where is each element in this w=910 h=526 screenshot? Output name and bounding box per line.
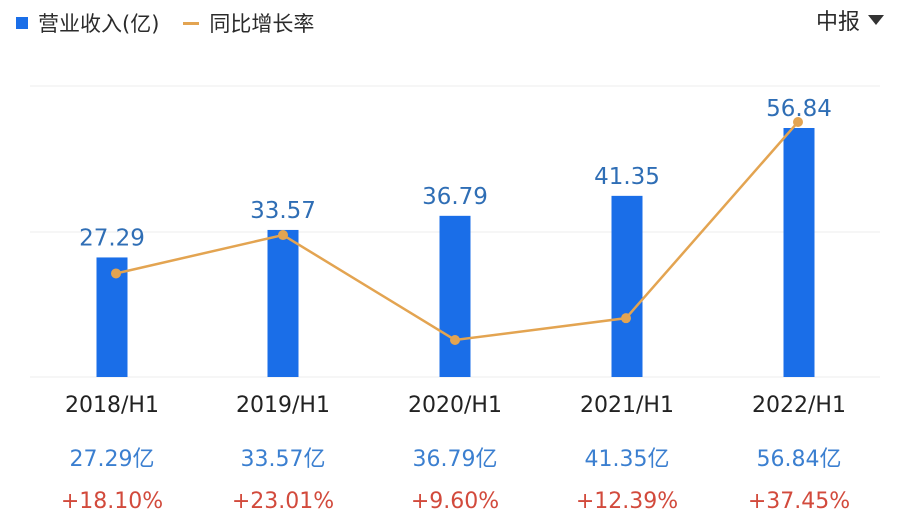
bar-2020/H1 [439,215,471,377]
x-tick-label: 2018/H1 [65,393,159,418]
growth-point [621,313,631,324]
revenue-summary-label: 33.57亿 [241,447,326,472]
growth-summary-label: +12.39% [576,489,678,514]
legend-item-growth[interactable]: 同比增长率 [183,8,314,38]
legend-item-revenue[interactable]: 营业收入(亿) [16,8,159,38]
growth-point [793,117,803,127]
growth-point [450,335,460,345]
legend-bar-swatch [16,17,28,29]
growth-summary-label: +9.60% [411,489,499,514]
growth-point [278,230,288,241]
caret-down-icon [868,15,884,25]
revenue-summary-label: 36.79亿 [413,447,498,472]
x-tick-label: 2019/H1 [236,393,330,418]
chart-legend: 营业收入(亿) 同比增长率 [16,8,328,38]
period-selector-value: 中报 [815,10,860,35]
revenue-summary-label: 41.35亿 [585,447,670,472]
bar-value-label: 33.57 [250,198,316,224]
growth-summary-label: +18.10% [61,489,163,514]
legend-line-swatch [183,21,200,25]
bar-2019/H1 [267,229,299,377]
legend-growth-label: 同比增长率 [209,12,315,36]
revenue-summary-label: 56.84亿 [757,447,842,472]
x-tick-label: 2020/H1 [408,393,502,418]
bar-value-label: 41.35 [594,164,660,190]
bar-value-label: 36.79 [422,184,488,210]
period-selector[interactable]: 中报 [816,4,884,36]
bar-value-label: 27.29 [79,225,145,251]
growth-point [111,268,121,279]
x-tick-label: 2021/H1 [580,393,674,418]
x-tick-label: 2022/H1 [752,393,846,418]
bar-2018/H1 [96,257,128,377]
bar-2022/H1 [783,128,815,377]
legend-revenue-label: 营业收入(亿) [38,12,160,36]
bar-2021/H1 [611,195,643,377]
growth-summary-label: +23.01% [232,489,334,514]
revenue-summary-label: 27.29亿 [70,447,155,472]
growth-summary-label: +37.45% [748,489,850,514]
